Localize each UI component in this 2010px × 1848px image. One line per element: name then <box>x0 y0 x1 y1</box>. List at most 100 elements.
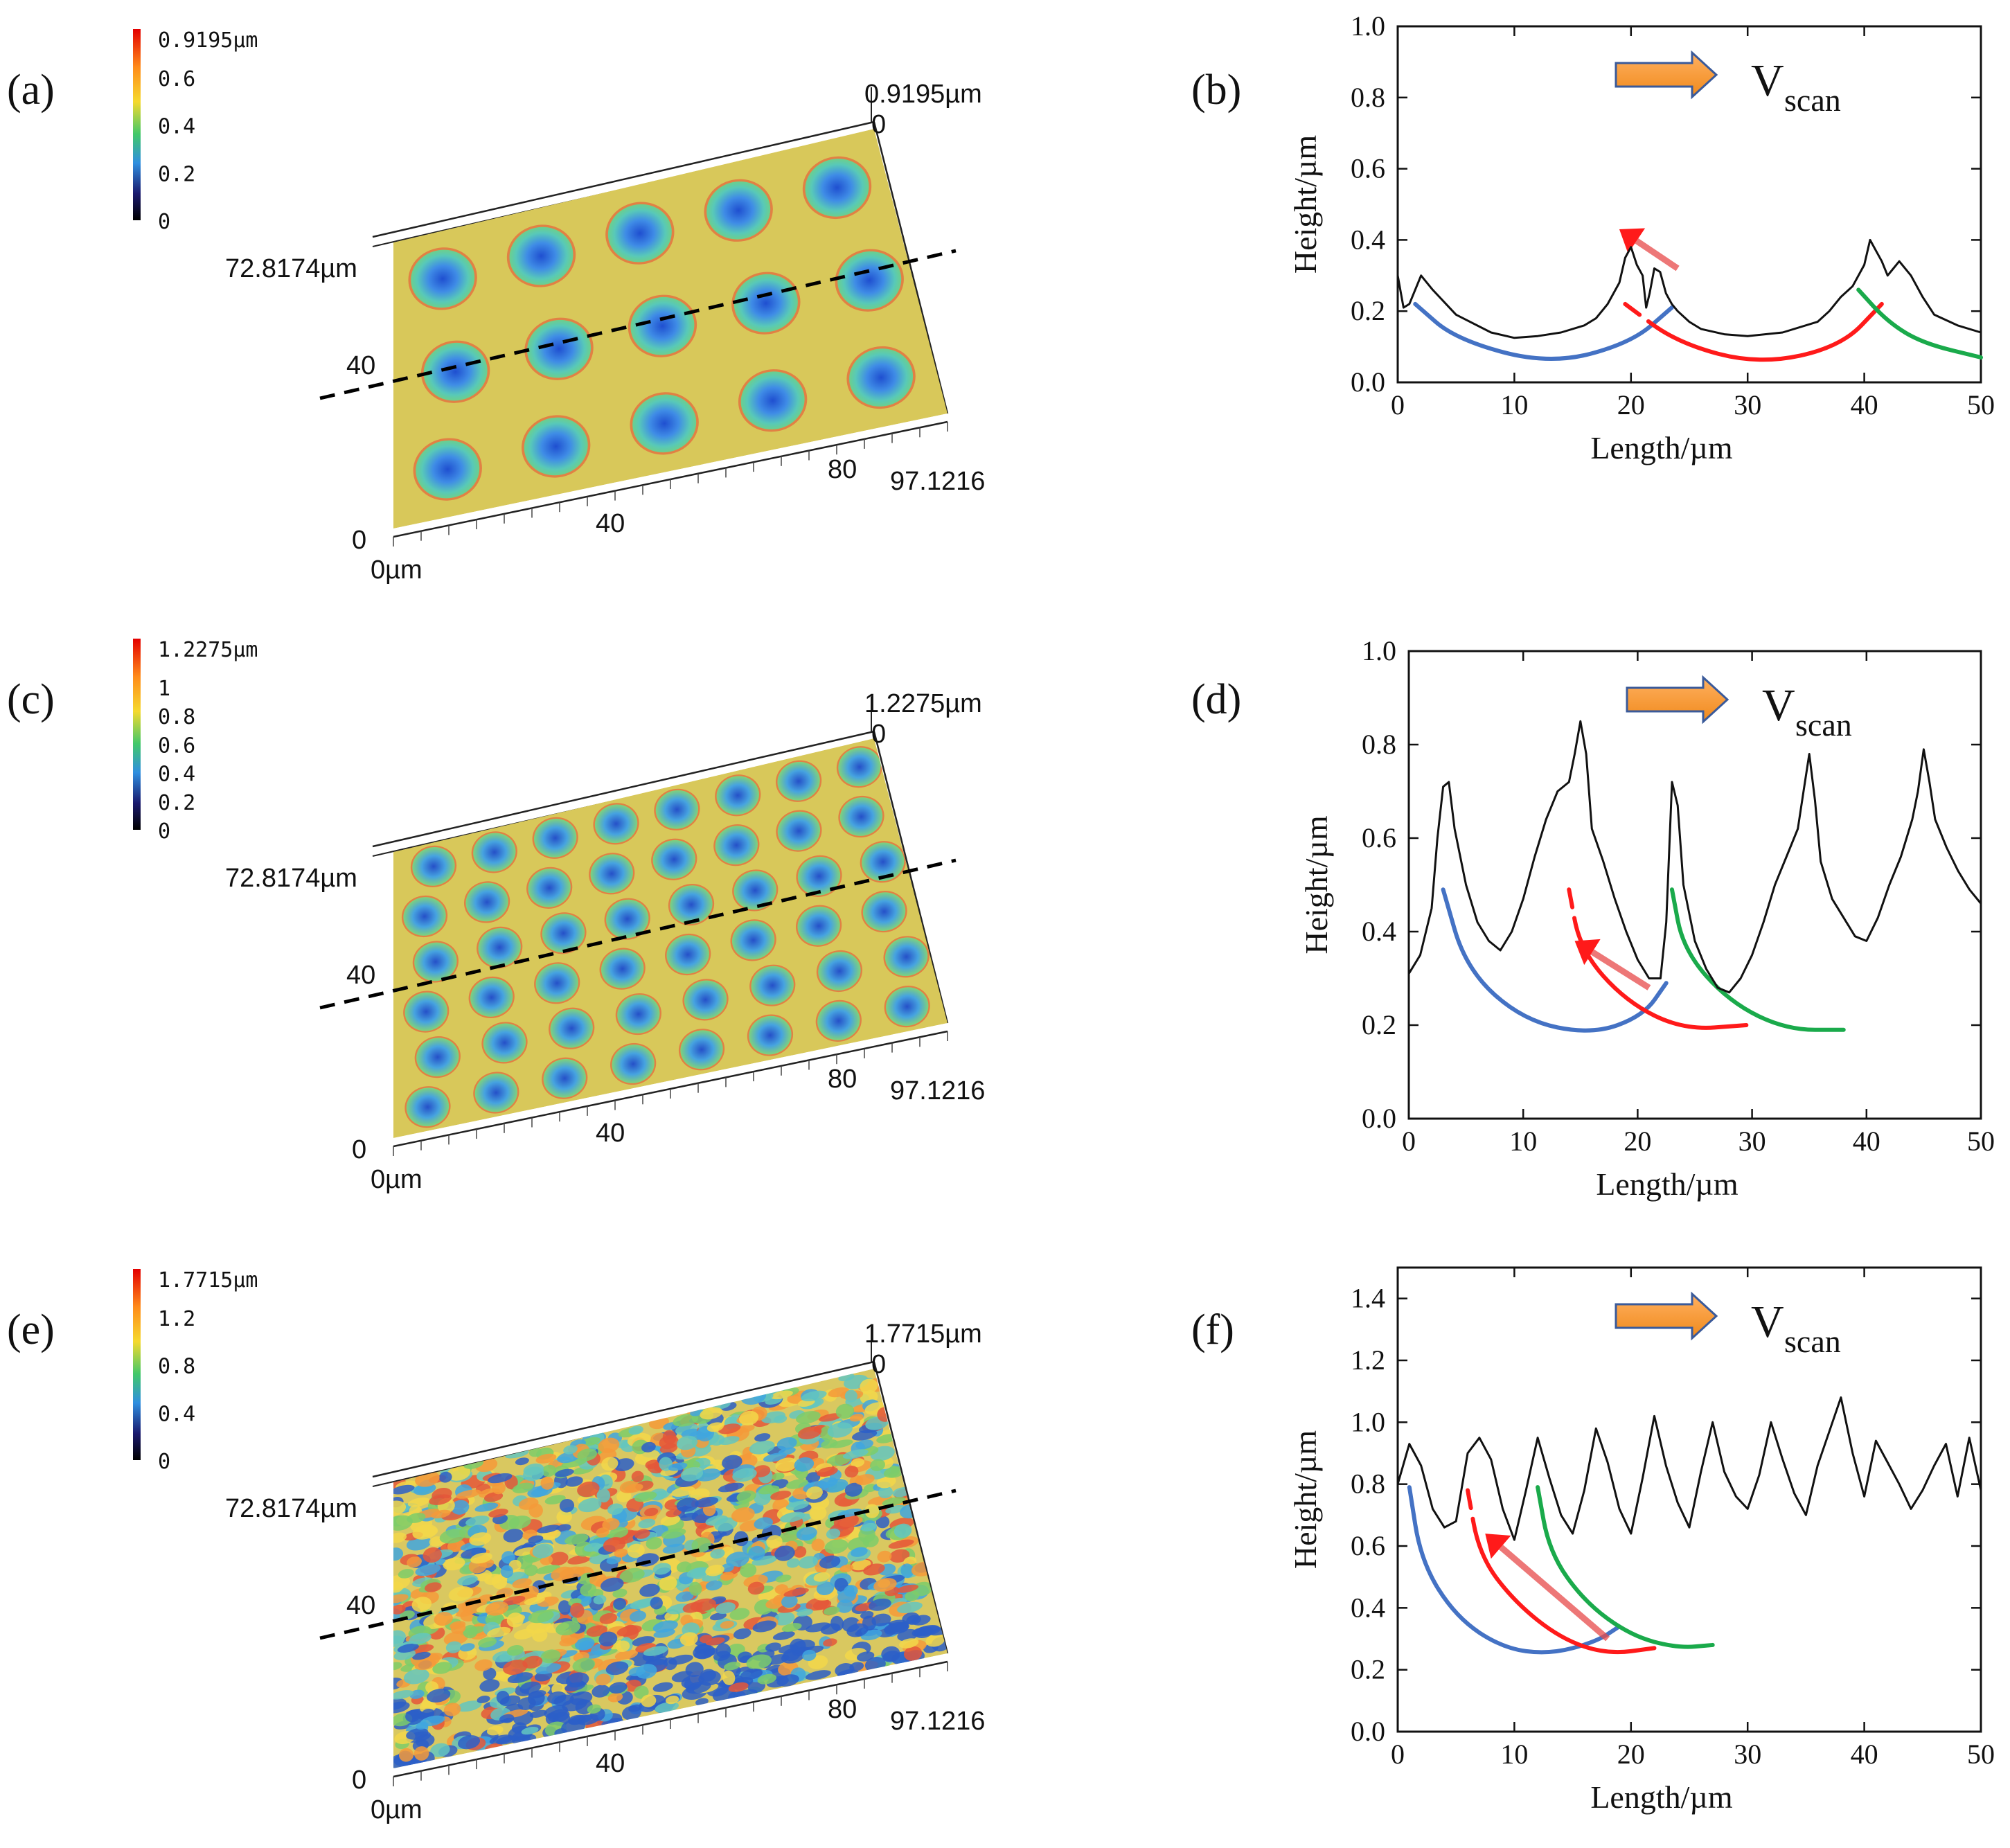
texture-scale <box>409 1633 432 1644</box>
dome <box>535 963 578 1003</box>
profile-cut-line <box>319 1489 957 1640</box>
dome <box>818 952 861 990</box>
texture-scale <box>720 1620 734 1629</box>
texture-scale <box>393 1594 409 1603</box>
texture-scale <box>506 1612 524 1628</box>
texture-scale <box>671 1486 695 1497</box>
texture-scale <box>541 1464 557 1477</box>
dome <box>474 1073 518 1112</box>
texture-scale <box>686 1681 711 1694</box>
texture-scale <box>752 1620 777 1633</box>
texture-scale <box>902 1612 920 1624</box>
texture-scale <box>896 1584 919 1593</box>
y-tick-label: 0.6 <box>1362 822 1396 853</box>
surface-body <box>393 738 948 1138</box>
dome <box>416 1038 459 1076</box>
texture-scale <box>596 1527 610 1538</box>
texture-scale <box>445 1641 462 1653</box>
colorbar-tick-label: 0 <box>158 210 170 234</box>
texture-scale <box>783 1588 809 1597</box>
texture-scale <box>870 1459 885 1471</box>
texture-scale <box>861 1522 877 1531</box>
colorbar-tick-label: 0.4 <box>158 763 195 787</box>
dome <box>542 914 585 953</box>
trace-arc <box>1669 887 1846 1032</box>
texture-scale <box>650 1597 663 1610</box>
z-max-label: 1.7715µm <box>864 1320 982 1349</box>
texture-scale <box>609 1527 629 1538</box>
texture-scale <box>578 1498 602 1513</box>
colorbar-tick-label: 0 <box>158 1450 170 1474</box>
motion-arrow-shaft <box>1590 949 1651 990</box>
dome <box>617 995 660 1033</box>
texture-scale <box>732 1468 757 1482</box>
texture-scale <box>826 1528 841 1539</box>
y-zero-label: 0 <box>352 526 366 555</box>
x-zero-label: 0µm <box>371 1795 423 1824</box>
texture-scale <box>851 1547 868 1557</box>
x-zero-label: 0µm <box>371 1165 423 1194</box>
texture-scale <box>528 1503 543 1518</box>
texture-scale <box>456 1700 482 1712</box>
panel-letter: (a) <box>7 66 55 114</box>
texture-scale <box>447 1465 471 1481</box>
texture-scale <box>736 1490 756 1503</box>
dome <box>706 181 771 240</box>
dome <box>403 897 446 936</box>
dome <box>655 790 699 829</box>
y-tick-label: 1.2 <box>1351 1344 1385 1376</box>
texture-scale <box>616 1640 630 1653</box>
texture-scale <box>863 1563 885 1576</box>
texture-scale <box>485 1601 509 1616</box>
texture-scale <box>607 1503 623 1516</box>
texture-scale <box>851 1458 865 1468</box>
texture-scale <box>852 1430 878 1441</box>
dome <box>733 274 798 332</box>
colorbar-tick-label: 0 <box>158 819 170 844</box>
dome <box>839 797 883 836</box>
texture-scale <box>393 1690 414 1700</box>
panel-letter: (c) <box>7 676 55 723</box>
texture-scale <box>609 1682 628 1694</box>
profile-series-line <box>1396 238 1982 339</box>
y-tick-label: 0.8 <box>1351 82 1385 113</box>
texture-scale <box>876 1475 896 1489</box>
back-edge-top <box>372 121 875 238</box>
texture-scale <box>702 1573 724 1582</box>
texture-scale <box>691 1567 708 1579</box>
texture-scale <box>659 1576 677 1591</box>
texture-scale <box>715 1602 736 1615</box>
texture-scale <box>592 1685 610 1698</box>
right-edge <box>873 731 949 1024</box>
texture-scale <box>463 1624 478 1639</box>
texture-scale <box>802 1649 817 1661</box>
x-axis-label: Length/µm <box>1590 430 1733 465</box>
y-tick-label: 40 <box>346 351 375 380</box>
texture-scale <box>529 1709 547 1718</box>
texture-scale <box>486 1725 504 1736</box>
z-max-label: 0.9195µm <box>864 80 982 109</box>
texture-scale <box>522 1655 543 1669</box>
texture-scale <box>772 1473 785 1481</box>
texture-scale <box>540 1476 554 1490</box>
dome <box>838 747 881 787</box>
x-tick-label: 40 <box>1853 1126 1880 1157</box>
colorbar-tick-label: 0.2 <box>158 791 195 815</box>
texture-scale <box>613 1597 627 1610</box>
texture-scale <box>616 1490 632 1502</box>
x-tick-label: 50 <box>1967 389 1995 420</box>
colorbar-tick-label: 1 <box>158 677 170 701</box>
dome <box>715 826 758 865</box>
x-tick-label: 0 <box>1402 1126 1416 1157</box>
texture-scale <box>577 1448 598 1461</box>
profile-cut-line <box>319 858 957 1010</box>
texture-scale <box>694 1643 712 1654</box>
x-tick-label: 20 <box>1617 1739 1645 1770</box>
dome <box>777 761 820 801</box>
texture-scale <box>532 1543 554 1558</box>
texture-scale <box>765 1642 781 1652</box>
legend-subscript: scan <box>1795 707 1852 743</box>
texture-scale <box>729 1608 750 1620</box>
texture-scale <box>722 1670 736 1685</box>
texture-scale <box>465 1516 490 1527</box>
